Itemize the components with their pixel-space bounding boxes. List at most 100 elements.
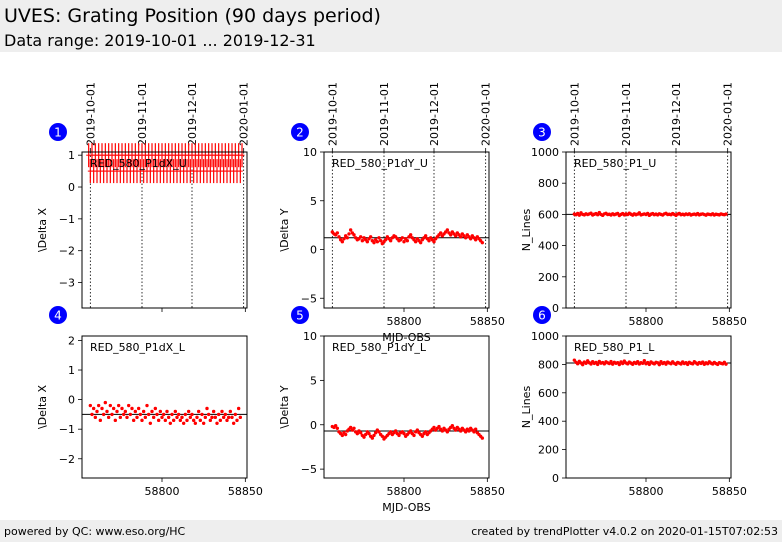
- data-point: [206, 412, 211, 417]
- y-tick-label: −5: [301, 463, 317, 476]
- data-point: [108, 403, 113, 408]
- data-point: [617, 362, 622, 367]
- y-tick-label: 0: [552, 472, 559, 485]
- data-point: [238, 415, 243, 420]
- data-point: [347, 232, 351, 236]
- data-point: [231, 421, 236, 425]
- data-point: [365, 240, 370, 244]
- data-point: [146, 412, 151, 417]
- data-point: [405, 239, 410, 243]
- data-point: [216, 412, 221, 417]
- data-point: [575, 361, 580, 366]
- data-point: [358, 235, 363, 239]
- data-point: [388, 239, 393, 243]
- data-point: [160, 415, 164, 420]
- data-point: [418, 240, 423, 245]
- y-tick-label: −2: [59, 453, 75, 466]
- y-tick-label: 1: [68, 364, 75, 377]
- data-point: [136, 406, 141, 411]
- series-title: RED_580_P1dY_U: [332, 157, 428, 170]
- data-point: [415, 428, 420, 432]
- data-point: [453, 428, 458, 432]
- data-point: [200, 412, 204, 417]
- data-point: [221, 415, 226, 420]
- data-point: [191, 418, 196, 423]
- data-point: [188, 415, 193, 420]
- y-tick-label: 10: [303, 330, 317, 343]
- data-point: [412, 433, 416, 438]
- data-point: [151, 415, 156, 420]
- y-tick-label: 0: [552, 302, 559, 315]
- data-point: [116, 403, 121, 408]
- data-point: [203, 415, 208, 420]
- date-tick-label: 2019-10-01: [568, 82, 581, 146]
- x-tick-label: 58850: [712, 315, 747, 328]
- y-axis-label: \Delta X: [36, 207, 49, 252]
- panel-badge: [49, 123, 67, 141]
- y-tick-label: 800: [538, 358, 559, 371]
- data-point: [226, 415, 231, 420]
- data-point: [642, 359, 647, 363]
- data-point: [453, 234, 458, 238]
- data-point: [196, 409, 201, 414]
- data-point: [380, 434, 385, 438]
- data-point: [211, 409, 216, 414]
- data-point: [358, 431, 363, 435]
- data-point: [437, 424, 441, 429]
- data-point: [373, 431, 378, 435]
- data-point: [88, 403, 93, 408]
- data-point: [113, 418, 118, 423]
- data-point: [352, 233, 356, 237]
- plot-frame: [81, 151, 248, 309]
- x-tick-label: 58850: [470, 315, 505, 328]
- data-point: [143, 415, 148, 420]
- data-point: [473, 427, 478, 431]
- data-point: [175, 415, 179, 420]
- data-point: [193, 421, 198, 425]
- date-tick-label: 2019-10-01: [84, 82, 97, 146]
- data-point: [397, 433, 401, 438]
- y-tick-label: 0: [310, 244, 317, 257]
- data-point: [228, 409, 233, 414]
- data-point: [402, 240, 406, 244]
- data-point: [215, 421, 219, 425]
- data-point: [468, 237, 473, 241]
- footer-band: [0, 520, 782, 542]
- y-tick-label: −2: [59, 245, 75, 258]
- date-tick-label: 2020-01-01: [480, 82, 493, 146]
- footer-created-by: created by trendPlotter v4.0.2 on 2020-0…: [471, 525, 778, 538]
- x-tick-label: 58800: [145, 485, 180, 498]
- data-point: [408, 233, 413, 237]
- y-tick-label: 5: [310, 195, 317, 208]
- data-point: [340, 240, 345, 244]
- data-point: [185, 418, 189, 423]
- panel-badge-number: 6: [538, 309, 546, 323]
- data-point: [372, 240, 376, 245]
- data-point: [480, 436, 485, 440]
- plot-frame: [323, 151, 490, 309]
- data-point: [342, 237, 346, 241]
- data-point: [463, 236, 468, 240]
- y-tick-label: 0: [310, 419, 317, 432]
- panel-badge-number: 1: [54, 126, 62, 140]
- date-tick-label: 2019-10-01: [326, 82, 339, 146]
- data-point: [131, 418, 136, 423]
- data-point: [163, 418, 168, 423]
- data-point: [355, 431, 360, 436]
- data-point: [237, 159, 243, 184]
- y-tick-label: 1000: [531, 146, 559, 159]
- data-point: [480, 240, 485, 245]
- data-point: [620, 361, 625, 366]
- series-title: RED_580_P1dY_L: [332, 341, 427, 354]
- date-tick-label: 2019-11-01: [378, 82, 391, 146]
- panel-badge: [291, 123, 309, 141]
- data-point: [125, 415, 129, 420]
- plot-frame: [81, 335, 248, 479]
- data-point: [340, 433, 345, 438]
- data-point: [448, 233, 453, 237]
- y-tick-label: 800: [538, 177, 559, 190]
- data-point: [367, 431, 371, 436]
- data-point: [100, 406, 104, 411]
- data-point: [208, 418, 213, 423]
